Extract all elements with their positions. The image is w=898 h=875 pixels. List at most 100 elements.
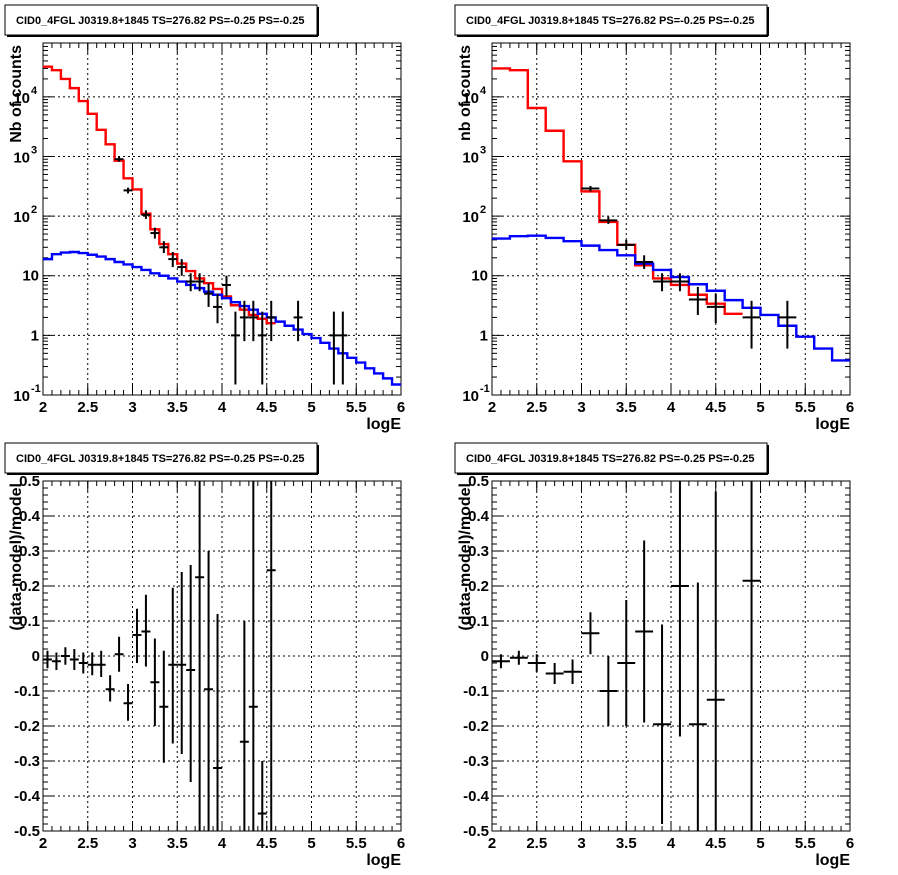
data-point	[248, 300, 258, 342]
data-point	[78, 652, 88, 674]
x-tick-label: 5	[756, 835, 764, 852]
x-tick-label: 4	[218, 399, 227, 416]
plot-data	[43, 481, 276, 831]
y-tick-label-exponent: -1	[31, 383, 41, 395]
data-point	[123, 684, 133, 721]
data-point	[230, 311, 240, 385]
x-tick-label: 5.5	[346, 835, 367, 852]
x-tick-label: 6	[846, 399, 854, 416]
y-tick-label: -0.5	[14, 823, 40, 840]
data-point	[257, 761, 267, 831]
y-tick-label-base: 10	[13, 388, 30, 405]
y-tick-label: 0.3	[19, 543, 40, 560]
y-tick-label: 0.5	[19, 473, 40, 490]
y-tick-label: 0	[481, 648, 489, 665]
x-tick-label: 4	[218, 835, 227, 852]
chart-title: CID0_4FGL J0319.8+1845 TS=276.82 PS=-0.2…	[16, 453, 304, 465]
plot-data	[492, 67, 850, 362]
y-tick-label: 0.2	[19, 578, 40, 595]
data-point	[599, 216, 618, 224]
y-tick-label: -0.1	[14, 683, 40, 700]
y-tick-label: 0.3	[468, 543, 489, 560]
data-point	[123, 187, 133, 194]
model-step-line-2	[43, 250, 401, 386]
x-tick-label: 3.5	[167, 835, 188, 852]
y-axis-label: (data-model)/model	[8, 483, 25, 631]
x-tick-label: 5	[307, 399, 315, 416]
chart-title: CID0_4FGL J0319.8+1845 TS=276.82 PS=-0.2…	[466, 15, 754, 27]
data-point	[527, 654, 546, 672]
y-tick-label-base: 10	[462, 90, 479, 107]
data-point	[599, 656, 618, 726]
x-tick-label: 2	[488, 835, 496, 852]
y-tick-label: -0.3	[463, 753, 489, 770]
data-point	[545, 663, 564, 684]
x-tick-label: 2.5	[526, 835, 547, 852]
y-tick-label: 1	[31, 327, 39, 344]
x-axis-label: logE	[366, 416, 401, 433]
data-point	[168, 252, 178, 268]
data-point	[159, 241, 169, 254]
chart-title: CID0_4FGL J0319.8+1845 TS=276.82 PS=-0.2…	[16, 15, 304, 27]
y-axis-label: nb of counts	[457, 45, 474, 141]
x-tick-label: 5	[756, 399, 764, 416]
x-tick-label: 6	[397, 399, 405, 416]
x-tick-label: 5.5	[795, 835, 816, 852]
data-point	[204, 551, 214, 831]
x-tick-label: 3	[128, 399, 136, 416]
x-tick-label: 2	[488, 399, 496, 416]
data-point	[177, 259, 187, 276]
y-tick-label: -0.5	[463, 823, 489, 840]
data-point	[213, 614, 222, 831]
data-point	[338, 311, 348, 385]
data-point	[671, 273, 689, 292]
y-tick-label: 0.4	[468, 508, 490, 525]
data-point	[43, 650, 52, 669]
data-point	[141, 210, 151, 219]
model-step-line-1	[43, 65, 276, 325]
x-tick-label: 5.5	[795, 399, 816, 416]
x-tick-label: 4.5	[705, 835, 726, 852]
data-point	[778, 300, 797, 349]
data-point	[617, 239, 636, 251]
x-axis-label: logE	[815, 852, 850, 869]
data-point	[69, 649, 79, 670]
data-point	[706, 491, 725, 831]
data-point	[563, 659, 582, 684]
data-point	[492, 654, 510, 669]
x-axis-label: logE	[366, 852, 401, 869]
data-point	[114, 157, 124, 162]
y-tick-label: 1	[480, 327, 488, 344]
plot-data	[492, 481, 761, 831]
x-axis-label: logE	[815, 416, 850, 433]
y-tick-label-exponent: 3	[31, 144, 37, 156]
data-point	[581, 185, 600, 192]
y-tick-label-exponent: 4	[480, 85, 487, 97]
data-point	[742, 481, 761, 831]
x-tick-label: 3.5	[616, 399, 637, 416]
y-tick-label: -0.2	[14, 718, 40, 735]
data-point	[141, 594, 151, 667]
data-point	[293, 300, 303, 342]
data-point	[248, 481, 258, 831]
y-tick-label: 10	[22, 268, 39, 285]
data-point	[635, 540, 654, 723]
x-tick-label: 3	[128, 835, 136, 852]
y-tick-label-exponent: 2	[480, 204, 486, 216]
plot-data	[43, 65, 401, 386]
chart-panel-3: 2 2.5 3 3.5 4 4.5 5 5.5 6 -0.5 -0.4 -0.3 -0.2 -0.1 0 0.…	[4, 442, 405, 869]
data-point	[114, 636, 124, 672]
data-point	[159, 650, 169, 763]
y-tick-label-base: 10	[13, 90, 30, 107]
x-tick-label: 3	[577, 399, 585, 416]
y-tick-label-exponent: 2	[31, 204, 37, 216]
y-tick-label: 0.1	[468, 613, 489, 630]
title-box	[4, 442, 318, 474]
data-point	[671, 481, 689, 737]
data-point	[195, 481, 205, 831]
data-point	[653, 624, 671, 824]
data-point	[132, 608, 142, 663]
x-tick-label: 4.5	[256, 835, 277, 852]
